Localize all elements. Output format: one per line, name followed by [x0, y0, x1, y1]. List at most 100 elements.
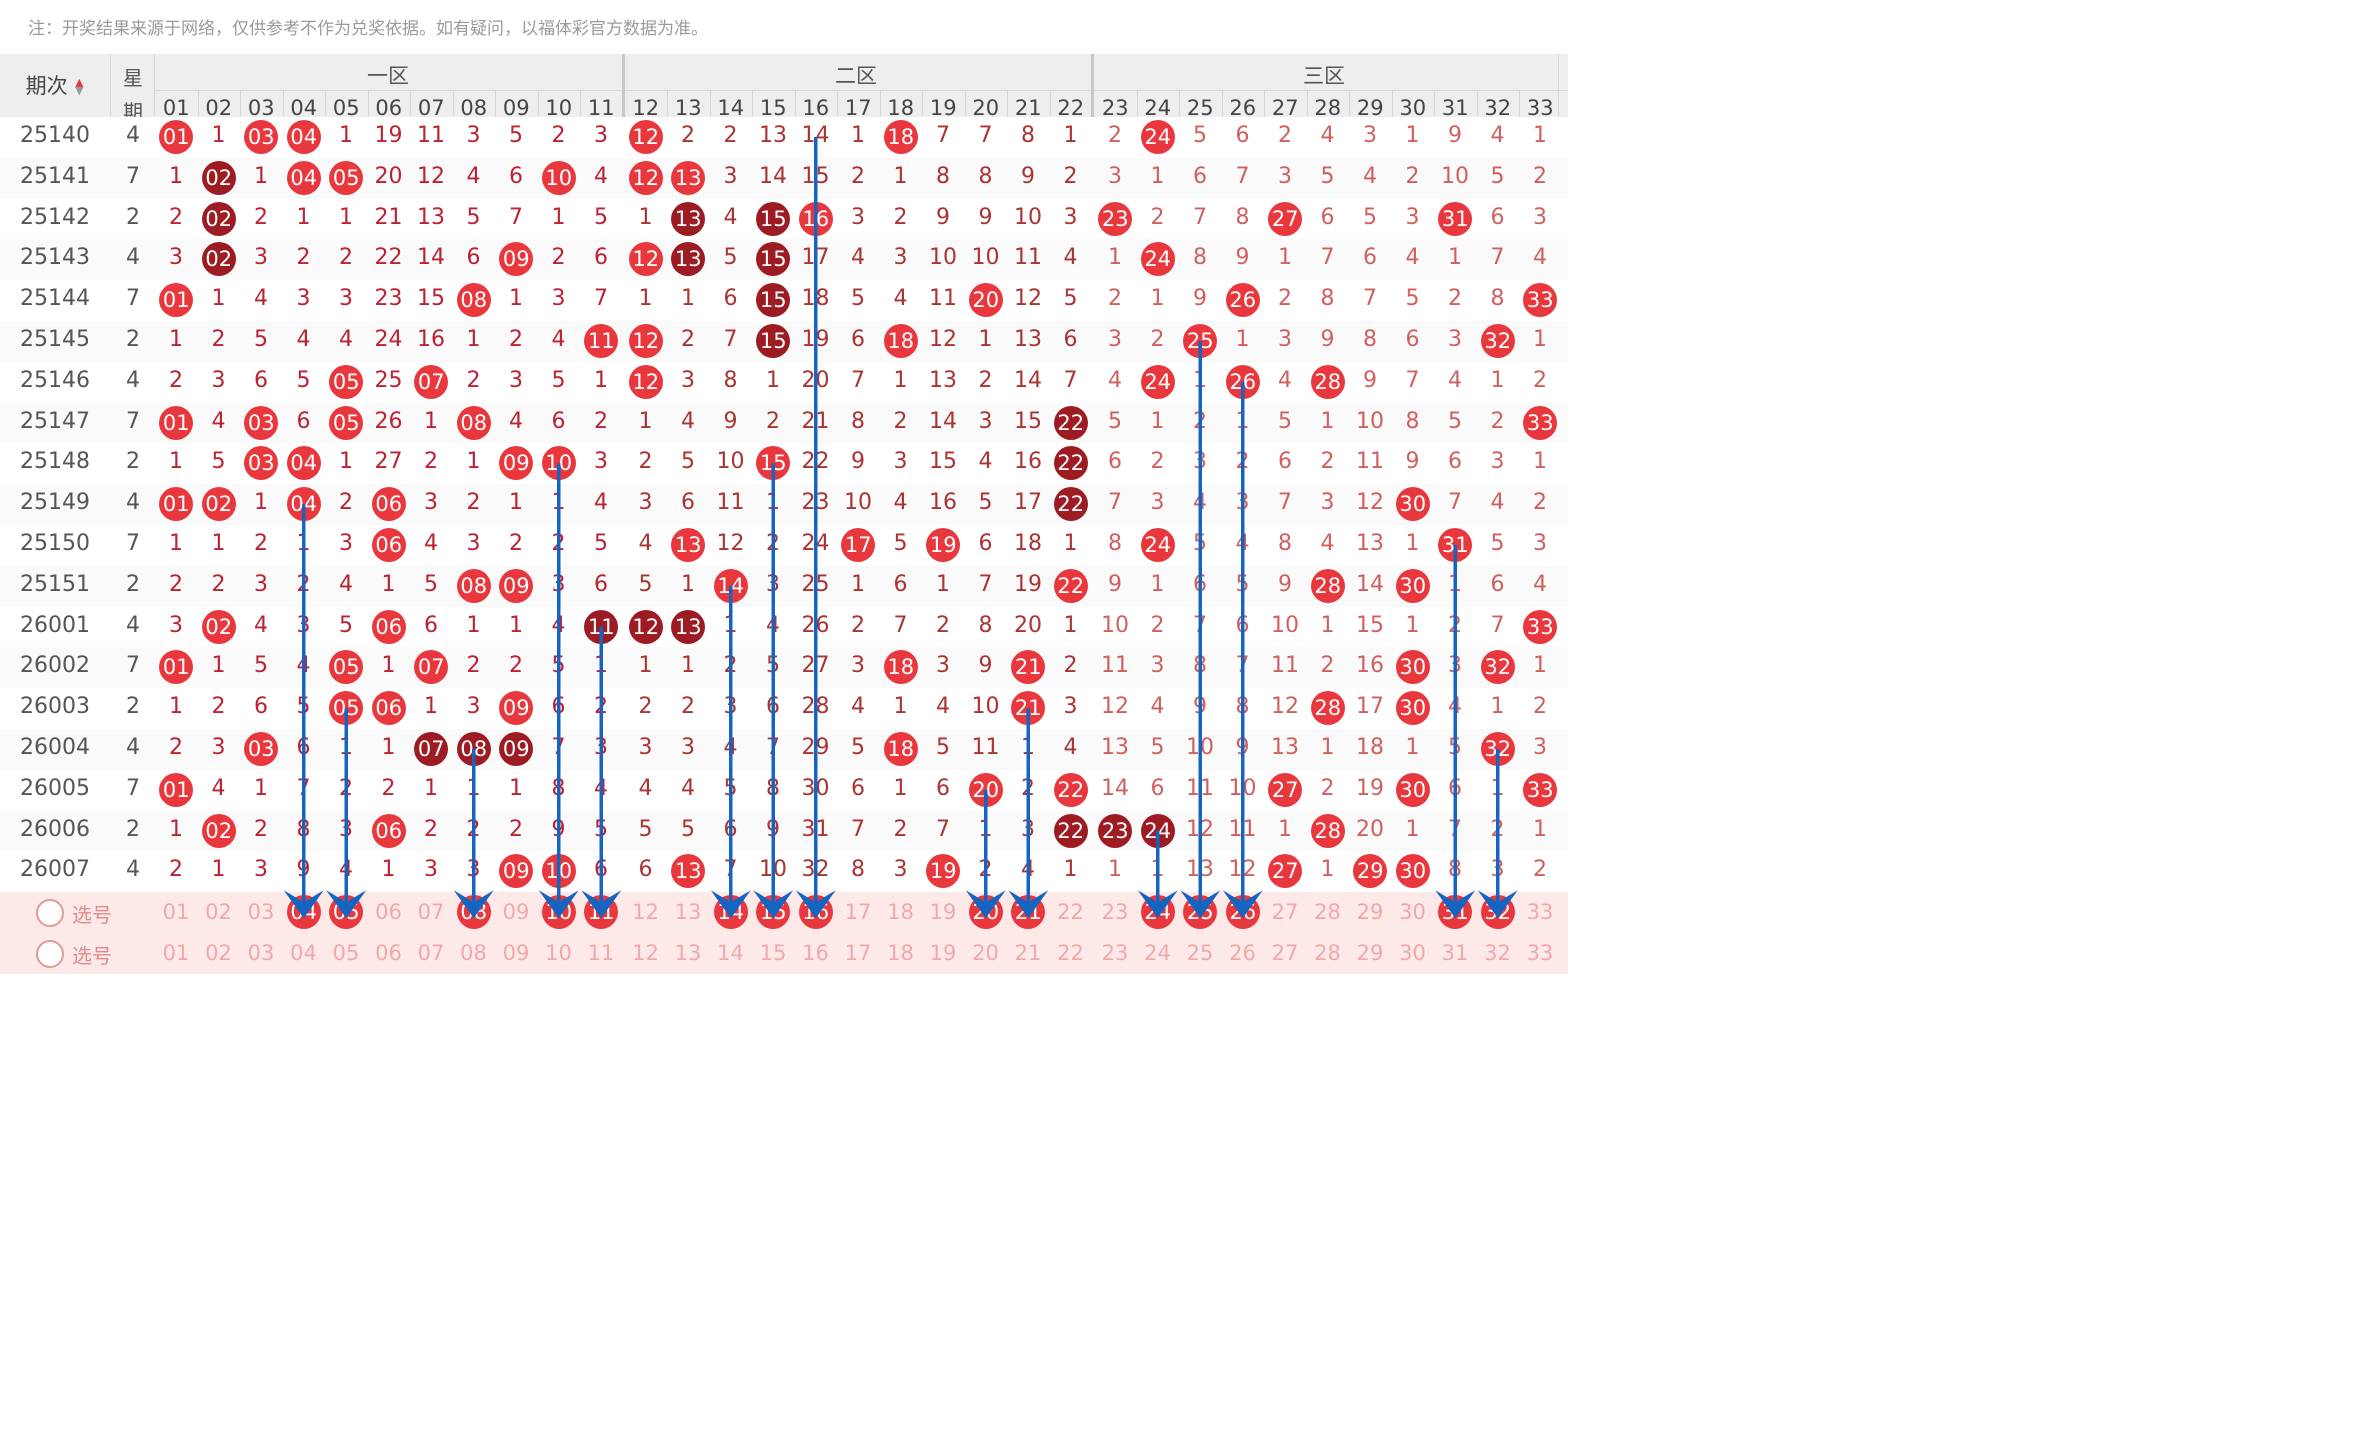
missing-count: 28: [801, 694, 830, 720]
selectable-number[interactable]: 13: [674, 900, 702, 925]
weekday: 2: [126, 327, 140, 352]
weekday: 4: [126, 245, 140, 271]
missing-count: 6: [851, 327, 865, 352]
selectable-number[interactable]: 05: [332, 941, 360, 965]
drawn-ball: 30: [1395, 691, 1430, 726]
selectable-number[interactable]: 32: [1484, 941, 1511, 965]
selectable-number[interactable]: 06: [375, 941, 402, 965]
selectable-number[interactable]: 29: [1356, 900, 1384, 925]
drawn-ball: 18: [883, 120, 918, 154]
drawn-ball: 13: [671, 609, 706, 644]
missing-count: 3: [594, 123, 608, 148]
column-number-27: 27: [1271, 96, 1299, 120]
selectable-number[interactable]: 18: [887, 900, 914, 925]
selectable-number[interactable]: 33: [1526, 900, 1554, 925]
selectable-number[interactable]: 17: [844, 941, 872, 965]
selectable-number[interactable]: 03: [247, 941, 275, 965]
selectable-number[interactable]: 02: [205, 900, 232, 925]
selectable-number[interactable]: 08: [460, 941, 487, 965]
selectable-number[interactable]: 09: [502, 900, 530, 925]
selectable-number[interactable]: 07: [417, 900, 445, 925]
selectable-number[interactable]: 22: [1057, 900, 1084, 925]
missing-count: 2: [254, 204, 268, 230]
missing-count: 2: [681, 327, 695, 352]
missing-count: 3: [254, 245, 268, 271]
selectable-number[interactable]: 20: [972, 941, 999, 965]
selectable-number[interactable]: 26: [1229, 941, 1256, 965]
missing-count: 6: [296, 735, 311, 760]
selectable-number[interactable]: 33: [1526, 941, 1554, 965]
selected-number-ball[interactable]: 08: [456, 895, 491, 930]
missing-count: 5: [551, 653, 566, 679]
missing-count: 7: [1063, 367, 1078, 393]
selected-number-ball[interactable]: 10: [541, 895, 576, 930]
missing-count: 2: [1150, 204, 1165, 230]
selectable-number[interactable]: 31: [1441, 941, 1469, 965]
selectable-number[interactable]: 15: [759, 941, 787, 965]
weekday: 2: [126, 571, 140, 597]
selectable-number[interactable]: 30: [1399, 900, 1426, 925]
selectable-number[interactable]: 19: [929, 941, 957, 965]
selectable-number[interactable]: 18: [887, 941, 914, 965]
selectable-number[interactable]: 12: [632, 941, 659, 965]
issue-header[interactable]: 期次 ▲ ▼: [0, 70, 110, 100]
selectable-number[interactable]: 17: [844, 900, 872, 925]
selectable-number[interactable]: 11: [587, 941, 615, 965]
selectable-number[interactable]: 21: [1014, 941, 1042, 965]
selectable-number[interactable]: 12: [632, 900, 659, 925]
selectable-number[interactable]: 25: [1186, 941, 1214, 965]
selectable-number[interactable]: 01: [162, 941, 190, 965]
selectable-number[interactable]: 02: [205, 941, 232, 965]
selectable-number[interactable]: 28: [1314, 941, 1341, 965]
selectable-number[interactable]: 30: [1399, 941, 1426, 965]
selectable-number[interactable]: 28: [1314, 900, 1341, 925]
selectable-number[interactable]: 10: [545, 941, 572, 965]
selectable-number[interactable]: 22: [1057, 941, 1084, 965]
issue-number: 25147: [20, 408, 90, 434]
missing-count: 3: [254, 857, 268, 883]
issue-number: 25150: [20, 531, 90, 556]
selectable-number[interactable]: 03: [247, 900, 275, 925]
missing-count: 9: [1235, 245, 1250, 271]
selectable-number[interactable]: 27: [1271, 900, 1299, 925]
drawn-ball: 08: [456, 405, 491, 440]
selected-number-ball[interactable]: 14: [713, 895, 748, 930]
selectable-number[interactable]: 09: [502, 941, 530, 965]
selectable-number[interactable]: 01: [162, 900, 190, 925]
zone-2-label: 二区: [835, 64, 877, 88]
selectable-number[interactable]: 23: [1101, 941, 1129, 965]
selectable-number[interactable]: 06: [375, 900, 402, 925]
selected-number-ball[interactable]: 04: [286, 895, 321, 930]
missing-count: 4: [851, 245, 865, 271]
drawn-ball: 06: [371, 609, 406, 644]
missing-count: 7: [766, 735, 780, 760]
selected-number-ball[interactable]: 32: [1480, 895, 1515, 930]
sort-up-down-icon[interactable]: ▲ ▼: [75, 76, 84, 97]
selected-number-ball[interactable]: 20: [968, 895, 1003, 930]
selectable-number[interactable]: 16: [802, 941, 829, 965]
selectable-number[interactable]: 07: [417, 941, 445, 965]
select-radio[interactable]: [36, 940, 64, 968]
missing-count: 1: [893, 163, 908, 189]
selectable-number[interactable]: 04: [290, 941, 317, 965]
issue-number: 25144: [20, 286, 90, 312]
selectable-number[interactable]: 24: [1144, 941, 1171, 965]
missing-count: 8: [1193, 245, 1207, 271]
missing-count: 18: [1356, 735, 1384, 760]
selectable-number[interactable]: 14: [717, 941, 744, 965]
selected-number-ball[interactable]: 24: [1140, 895, 1175, 930]
column-number-14: 14: [717, 96, 745, 120]
weekday: 7: [126, 531, 140, 556]
selected-number-ball[interactable]: 16: [798, 895, 833, 930]
selectable-number[interactable]: 27: [1271, 941, 1299, 965]
selectable-number[interactable]: 23: [1101, 900, 1129, 925]
drawn-ball: 22: [1053, 446, 1088, 481]
selected-number-ball[interactable]: 26: [1225, 895, 1260, 930]
selectable-number[interactable]: 13: [674, 941, 702, 965]
missing-count: 1: [211, 123, 226, 148]
selectable-number[interactable]: 19: [929, 900, 957, 925]
column-number-22: 22: [1057, 96, 1085, 120]
select-radio[interactable]: [36, 899, 64, 928]
selectable-number[interactable]: 29: [1356, 941, 1384, 965]
missing-count: 1: [1490, 694, 1505, 720]
